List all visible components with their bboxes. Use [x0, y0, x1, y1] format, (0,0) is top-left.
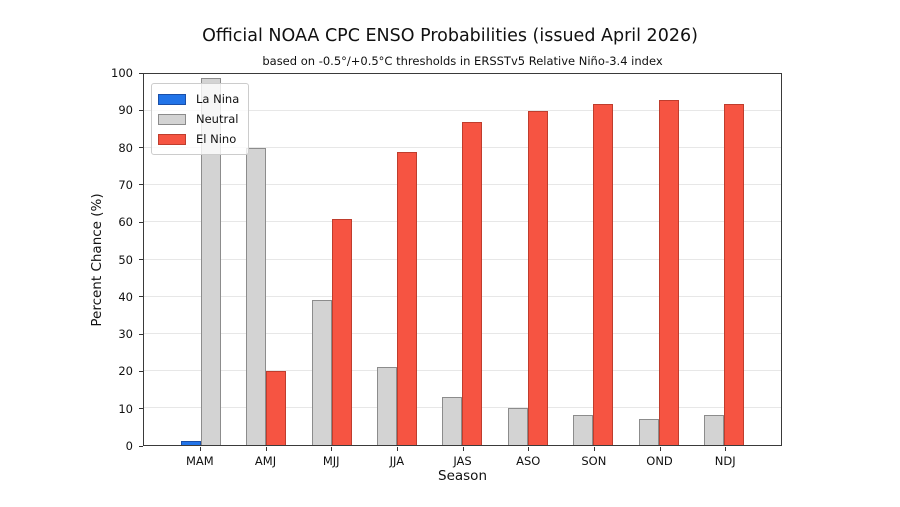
bar-neutral-AMJ [246, 148, 267, 445]
x-tick-mark-AMJ [265, 447, 267, 451]
x-tick-mark-JAS [462, 447, 464, 451]
chart-subtitle: based on -0.5°/+0.5°C thresholds in ERSS… [262, 54, 663, 68]
bar-group-JAS [430, 74, 495, 445]
bar-el-nino-OND [658, 99, 679, 445]
x-tick-cell-SON: SON [561, 447, 627, 469]
y-tick-label-40: 40 [118, 289, 133, 304]
x-tick-label-SON: SON [581, 454, 607, 468]
bar-el-nino-ASO [527, 111, 548, 445]
bar-neutral-MAM [200, 77, 221, 445]
x-tick-mark-SON [593, 447, 595, 451]
y-tick-mark-30 [139, 333, 143, 335]
y-tick-mark-80 [139, 147, 143, 149]
bar-group-OND [626, 74, 691, 445]
y-tick-mark-10 [139, 408, 143, 410]
bar-group-MAM [168, 74, 233, 445]
bar-la-nina-MAM [180, 441, 201, 445]
legend-label-la-nina: La Nina [196, 92, 240, 106]
legend-item-neutral: Neutral [158, 109, 239, 129]
y-tick-mark-40 [139, 296, 143, 298]
y-tick-mark-100 [139, 72, 143, 74]
y-tick-label-30: 30 [118, 327, 133, 342]
x-tick-cell-JJA: JJA [364, 447, 430, 469]
y-tick-label-100: 100 [111, 66, 133, 80]
x-tick-cell-NDJ: NDJ [692, 447, 758, 469]
bar-group-SON [561, 74, 626, 445]
bar-neutral-ASO [507, 407, 528, 445]
bar-group-MJJ [299, 74, 364, 445]
bar-group-NDJ [692, 74, 757, 445]
y-tick-mark-90 [139, 109, 143, 111]
x-tick-cell-AMJ: AMJ [233, 447, 299, 469]
x-tick-label-AMJ: AMJ [254, 454, 277, 468]
legend-item-la-nina: La Nina [158, 89, 239, 109]
bar-group-JJA [364, 74, 429, 445]
x-tick-cell-OND: OND [627, 447, 693, 469]
bar-neutral-JAS [442, 396, 463, 445]
chart-title: Official NOAA CPC ENSO Probabilities (is… [202, 26, 698, 46]
la-nina-swatch-icon [158, 93, 186, 105]
bar-el-nino-AMJ [266, 370, 287, 445]
y-tick-mark-50 [139, 259, 143, 260]
x-tick-mark-MAM [199, 447, 201, 451]
y-tick-mark-60 [139, 221, 143, 223]
x-tick-mark-MJJ [331, 447, 333, 451]
neutral-swatch-icon [158, 113, 186, 125]
bar-group-ASO [495, 74, 560, 445]
x-tick-cell-JAS: JAS [430, 447, 496, 469]
gridline-90 [144, 110, 781, 112]
x-tick-mark-ASO [528, 447, 530, 451]
bar-el-nino-NDJ [724, 103, 745, 445]
y-tick-label-50: 50 [118, 252, 133, 267]
legend-item-el-nino: El Nino [158, 129, 239, 149]
y-tick-label-80: 80 [118, 140, 133, 155]
legend-box: La Nina Neutral El Nino [151, 83, 250, 155]
x-tick-label-JAS: JAS [453, 454, 472, 468]
bar-el-nino-JJA [397, 151, 418, 445]
x-tick-cell-MJJ: MJJ [298, 447, 364, 469]
bar-el-nino-JAS [462, 122, 483, 445]
legend-label-neutral: Neutral [196, 112, 239, 126]
bar-groups-row [144, 74, 781, 445]
x-tick-label-ASO: ASO [516, 454, 541, 468]
legend-label-el-nino: El Nino [196, 132, 237, 146]
x-tick-mark-NDJ [725, 447, 727, 451]
x-tick-cell-MAM: MAM [167, 447, 233, 469]
el-nino-swatch-icon [158, 133, 186, 145]
bar-el-nino-SON [593, 103, 614, 445]
x-tick-label-MAM: MAM [185, 454, 214, 468]
x-axis-label: Season [438, 468, 487, 484]
x-axis-ticks: MAM AMJ MJJ JJA JAS ASO SON OND NDJ [143, 447, 782, 469]
y-tick-label-90: 90 [118, 103, 133, 118]
x-tick-label-OND: OND [646, 454, 673, 468]
y-tick-label-0: 0 [125, 439, 133, 453]
x-tick-label-NDJ: NDJ [714, 454, 736, 468]
y-axis-ticks: 0 10 20 30 40 50 60 70 80 90 100 [0, 66, 143, 453]
plot-area: La Nina Neutral El Nino [143, 73, 782, 446]
y-tick-label-60: 60 [118, 215, 133, 230]
x-tick-cell-ASO: ASO [495, 447, 561, 469]
bar-neutral-MJJ [311, 300, 332, 445]
x-tick-label-MJJ: MJJ [322, 454, 340, 468]
bar-neutral-OND [638, 419, 659, 445]
bar-group-AMJ [233, 74, 298, 445]
bar-el-nino-MJJ [331, 218, 352, 445]
y-tick-mark-20 [139, 370, 143, 372]
y-tick-label-70: 70 [118, 177, 133, 192]
x-tick-mark-JJA [396, 447, 398, 451]
y-tick-label-20: 20 [118, 364, 133, 379]
y-tick-mark-0 [139, 445, 143, 447]
x-tick-label-JJA: JJA [389, 454, 405, 468]
bar-neutral-NDJ [704, 415, 725, 445]
y-tick-label-10: 10 [118, 401, 133, 416]
bar-neutral-JJA [377, 367, 398, 445]
x-tick-mark-OND [659, 447, 661, 451]
bar-neutral-SON [573, 415, 594, 445]
y-tick-mark-70 [139, 184, 143, 186]
